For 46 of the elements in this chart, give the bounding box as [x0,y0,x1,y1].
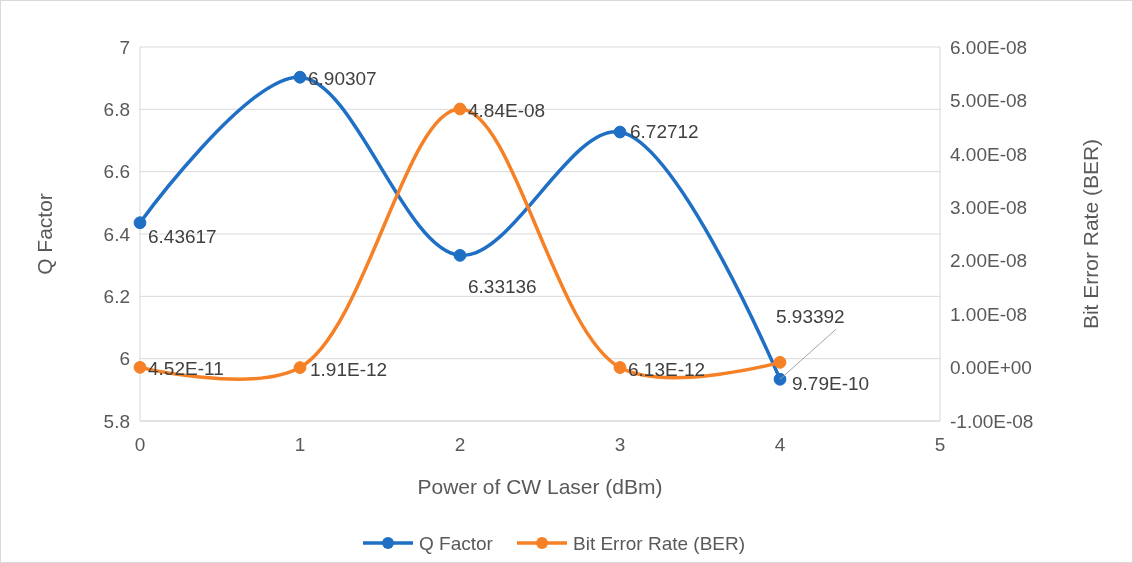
y-tick-label: 7 [119,36,130,58]
point [773,355,787,369]
x-tick-label: 1 [294,434,306,455]
point [293,361,307,374]
data-label: 6.13E-12 [628,358,706,380]
x-axis-title: Power of CW Laser (dBm) [417,475,663,498]
data-label: 6.72712 [630,121,699,143]
data-label: 4.52E-11 [148,358,224,380]
x-tick-label: 2 [454,434,466,455]
point [293,70,307,84]
y-tick-label: 6.6 [103,161,130,183]
y2-tick-label: 3.00E-08 [950,196,1028,218]
y2-tick-label: 5.00E-08 [950,90,1028,112]
point [613,361,627,374]
data-label: 6.33136 [468,276,537,298]
x-tick-label: 3 [614,434,626,455]
point [453,102,467,116]
data-label: 4.84E-08 [468,99,546,121]
y2-tick-label: 6.00E-08 [950,36,1028,58]
legend-label: Bit Error Rate (BER) [573,532,746,554]
point [613,125,627,139]
y-tick-label: 5.8 [103,410,130,432]
y-tick-label: 6 [119,348,130,370]
y-tick-label: 6.8 [103,98,130,120]
legend-label: Q Factor [419,532,494,554]
x-tick-label: 0 [134,434,146,455]
data-label: 6.90307 [308,68,377,90]
x-tick-label: 5 [934,434,946,455]
point [453,248,467,262]
y2-tick-label: 1.00E-08 [950,303,1028,325]
data-label: 6.43617 [148,225,217,247]
point [133,216,147,230]
y-axis-title: Q Factor [33,193,56,275]
x-tick-label: 4 [774,434,786,455]
y2-tick-label: 4.00E-08 [950,143,1028,165]
y2-axis-title: Bit Error Rate (BER) [1079,138,1102,330]
data-label: 9.79E-10 [792,373,870,395]
y2-tick-label: 0.00E+00 [950,357,1032,379]
y-tick-label: 6.2 [103,285,130,307]
y2-tick-label: 2.00E-08 [950,250,1028,272]
y2-tick-label: -1.00E-08 [950,410,1034,432]
y-tick-label: 6.4 [103,223,131,245]
point [773,372,787,386]
data-label: 5.93392 [776,306,845,328]
data-label: 1.91E-12 [310,358,388,380]
point [133,360,147,374]
